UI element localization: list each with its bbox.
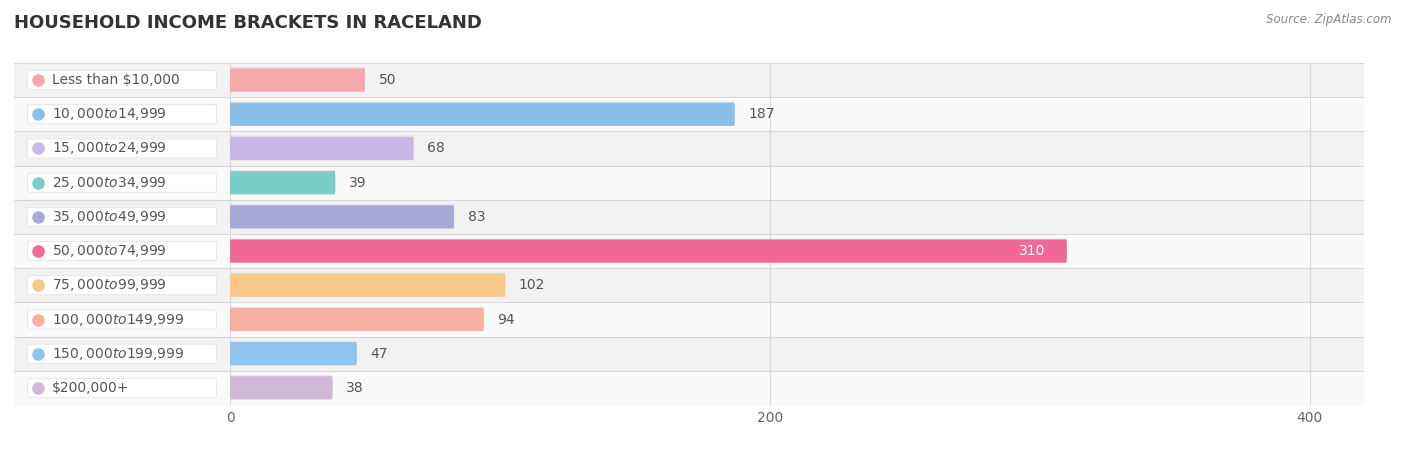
FancyBboxPatch shape — [28, 139, 217, 158]
Text: $25,000 to $34,999: $25,000 to $34,999 — [52, 175, 167, 191]
Text: $35,000 to $49,999: $35,000 to $49,999 — [52, 209, 167, 225]
Text: 187: 187 — [748, 107, 775, 122]
FancyBboxPatch shape — [231, 101, 735, 125]
FancyBboxPatch shape — [231, 205, 454, 229]
FancyBboxPatch shape — [231, 239, 1067, 263]
Bar — [14, 268, 1364, 302]
FancyBboxPatch shape — [231, 67, 366, 90]
Bar — [14, 337, 1364, 371]
FancyBboxPatch shape — [231, 137, 413, 160]
Bar — [14, 302, 1364, 337]
Text: 50: 50 — [378, 73, 396, 87]
Text: 94: 94 — [498, 312, 515, 327]
FancyBboxPatch shape — [231, 135, 413, 159]
Text: $200,000+: $200,000+ — [52, 381, 129, 395]
FancyBboxPatch shape — [28, 71, 217, 90]
FancyBboxPatch shape — [231, 272, 505, 296]
FancyBboxPatch shape — [28, 378, 217, 397]
Bar — [14, 200, 1364, 234]
Text: $15,000 to $24,999: $15,000 to $24,999 — [52, 140, 167, 157]
Bar — [14, 166, 1364, 200]
Text: HOUSEHOLD INCOME BRACKETS IN RACELAND: HOUSEHOLD INCOME BRACKETS IN RACELAND — [14, 14, 482, 32]
Text: $75,000 to $99,999: $75,000 to $99,999 — [52, 277, 167, 293]
Text: Source: ZipAtlas.com: Source: ZipAtlas.com — [1267, 14, 1392, 27]
Bar — [14, 371, 1364, 405]
Text: 47: 47 — [370, 346, 388, 361]
Text: 68: 68 — [427, 141, 444, 156]
Text: Less than $10,000: Less than $10,000 — [52, 73, 180, 87]
Text: 310: 310 — [1019, 244, 1045, 258]
FancyBboxPatch shape — [231, 274, 505, 297]
FancyBboxPatch shape — [28, 310, 217, 329]
Text: $150,000 to $199,999: $150,000 to $199,999 — [52, 346, 184, 362]
Bar — [14, 63, 1364, 97]
Text: $10,000 to $14,999: $10,000 to $14,999 — [52, 106, 167, 122]
FancyBboxPatch shape — [231, 342, 357, 365]
FancyBboxPatch shape — [231, 68, 366, 92]
FancyBboxPatch shape — [28, 276, 217, 295]
FancyBboxPatch shape — [231, 341, 357, 364]
FancyBboxPatch shape — [28, 242, 217, 261]
Text: $50,000 to $74,999: $50,000 to $74,999 — [52, 243, 167, 259]
Bar — [14, 97, 1364, 131]
FancyBboxPatch shape — [231, 204, 454, 227]
Text: 38: 38 — [346, 381, 364, 395]
FancyBboxPatch shape — [231, 170, 335, 193]
FancyBboxPatch shape — [28, 105, 217, 124]
FancyBboxPatch shape — [28, 207, 217, 226]
FancyBboxPatch shape — [231, 375, 333, 398]
FancyBboxPatch shape — [231, 103, 735, 126]
Text: 39: 39 — [349, 176, 367, 190]
Bar — [14, 131, 1364, 166]
Text: 102: 102 — [519, 278, 546, 293]
Text: 83: 83 — [468, 210, 485, 224]
FancyBboxPatch shape — [231, 307, 484, 330]
Bar — [14, 234, 1364, 268]
FancyBboxPatch shape — [28, 173, 217, 192]
FancyBboxPatch shape — [231, 238, 1067, 261]
FancyBboxPatch shape — [28, 344, 217, 363]
FancyBboxPatch shape — [231, 376, 333, 400]
FancyBboxPatch shape — [231, 171, 335, 194]
FancyBboxPatch shape — [231, 308, 484, 331]
Text: $100,000 to $149,999: $100,000 to $149,999 — [52, 311, 184, 328]
